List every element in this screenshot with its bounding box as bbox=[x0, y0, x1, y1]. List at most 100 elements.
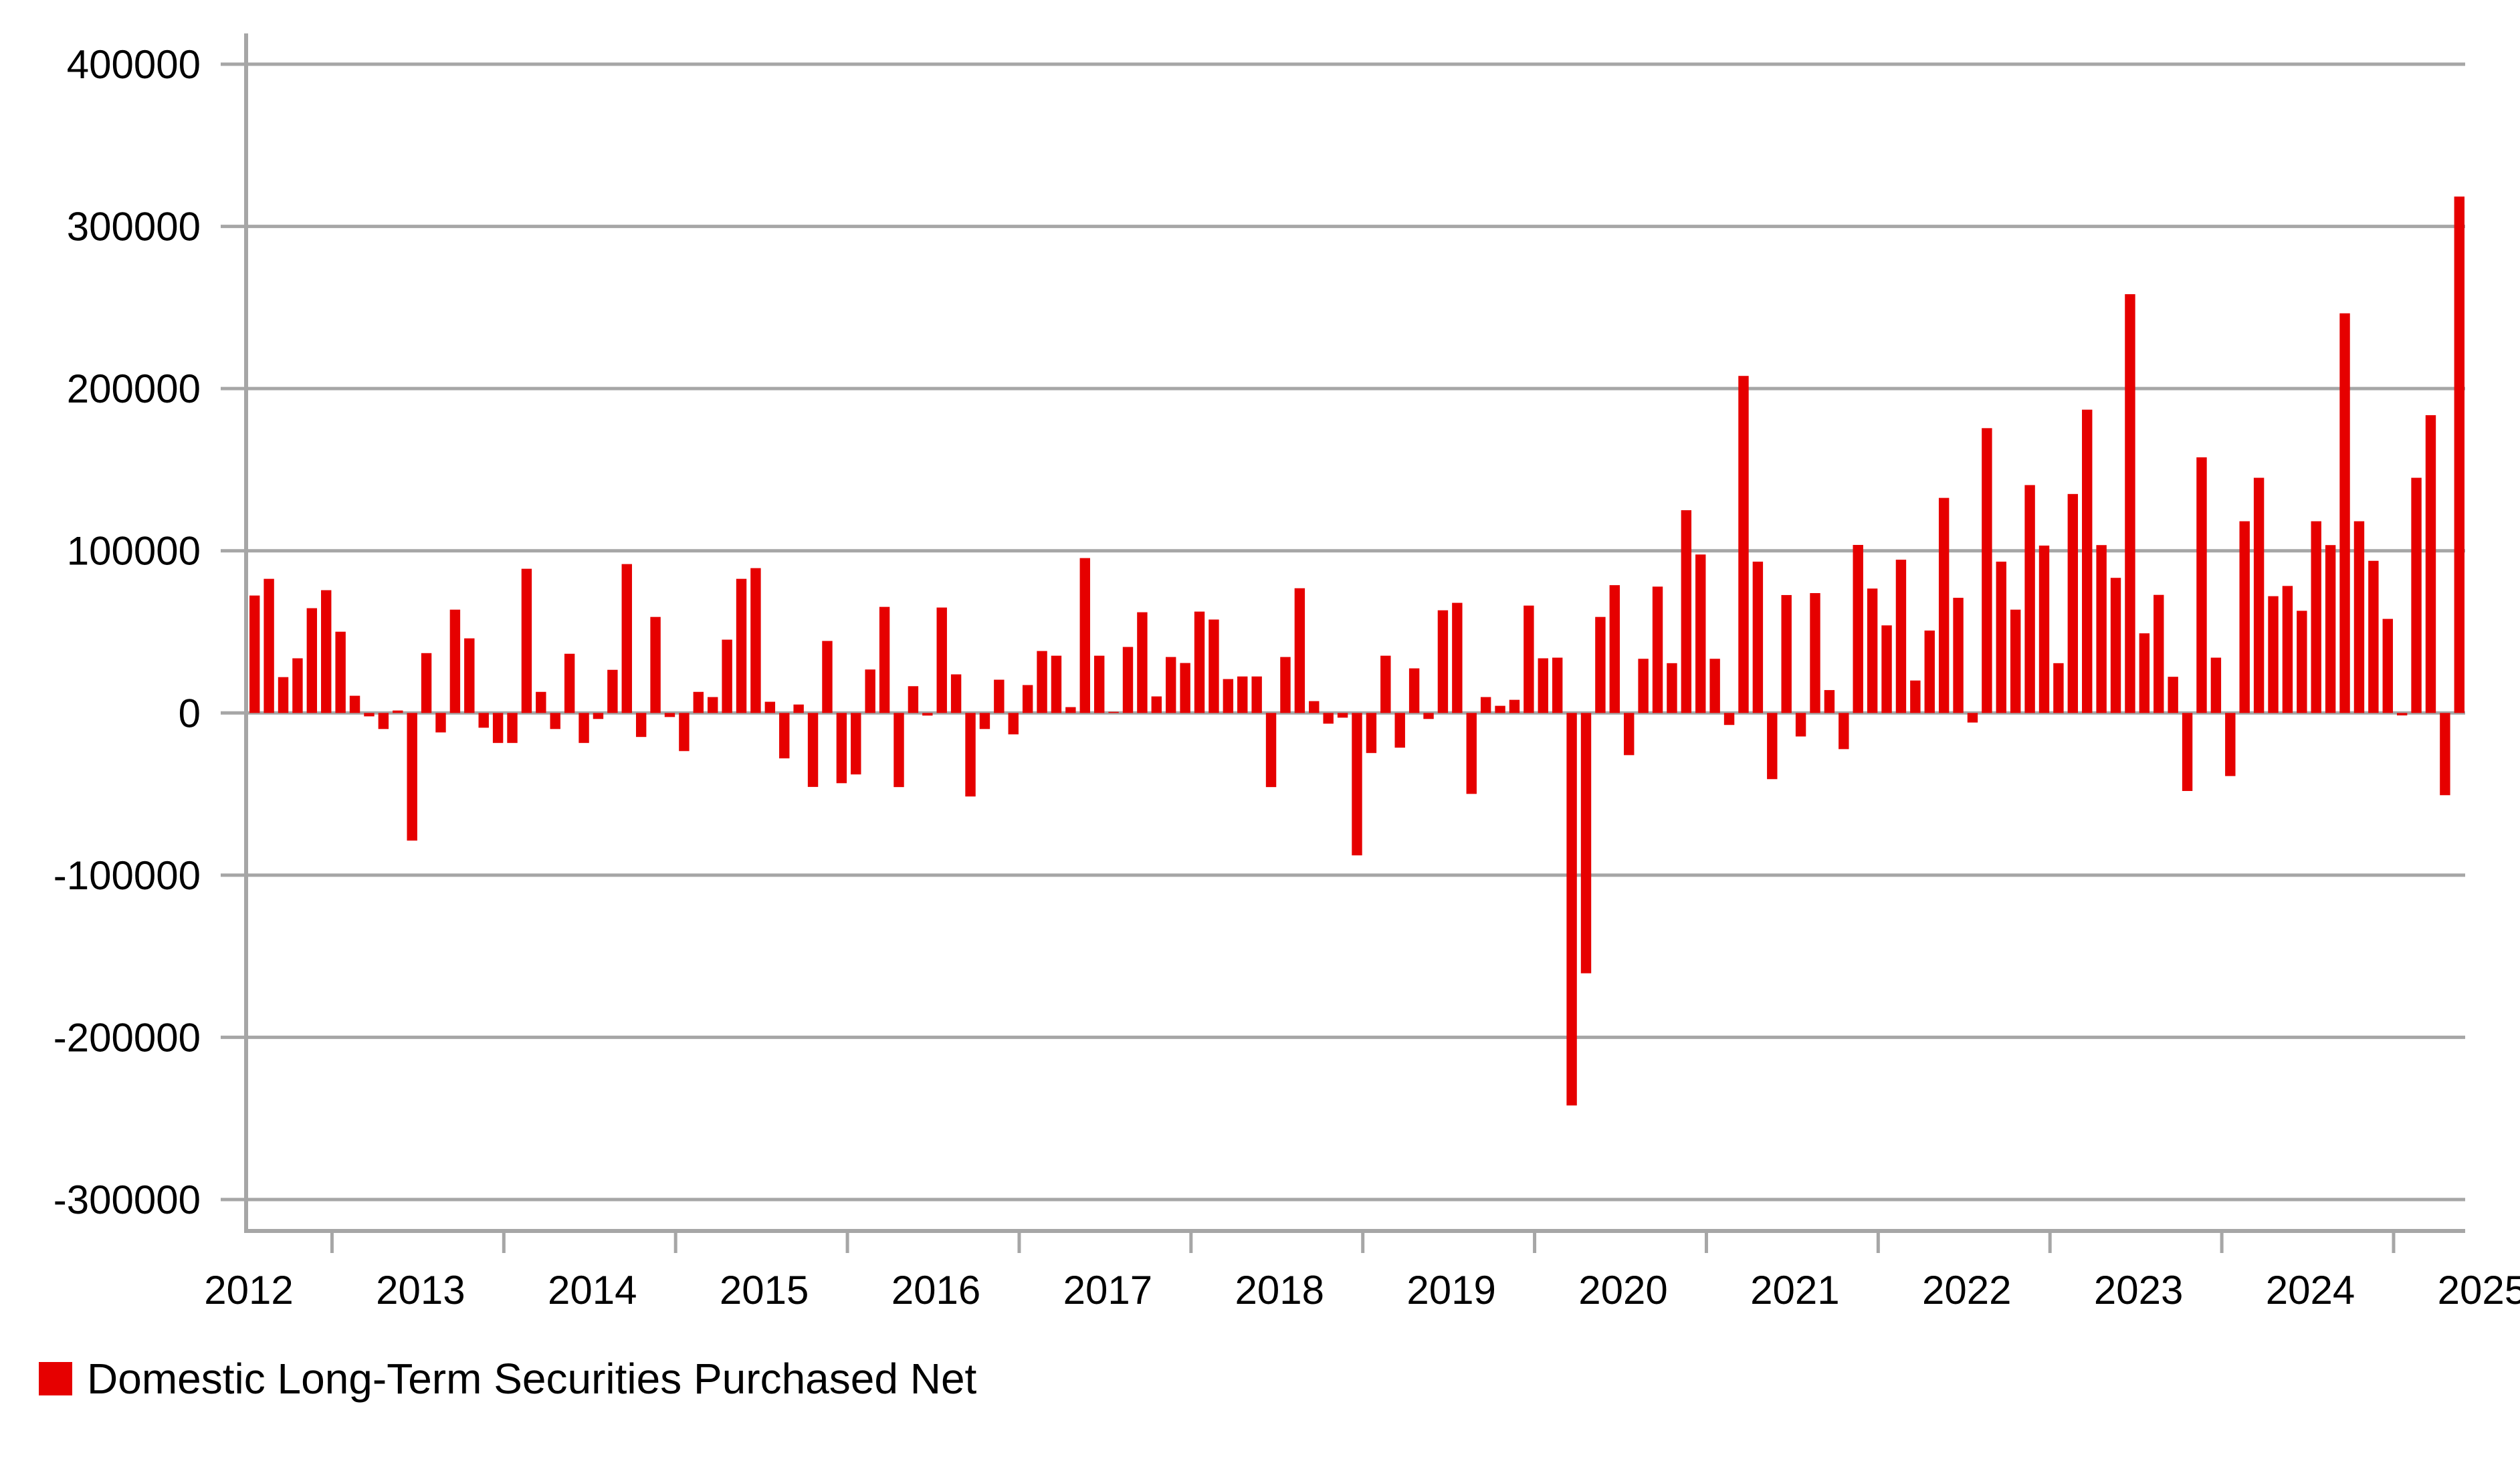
bar bbox=[607, 669, 618, 713]
bar bbox=[492, 713, 504, 744]
bar bbox=[1423, 713, 1434, 719]
x-tick-label: 2019 bbox=[1406, 1268, 1495, 1313]
bar bbox=[865, 669, 875, 713]
x-tick-label: 2012 bbox=[204, 1268, 293, 1313]
bar bbox=[1795, 713, 1806, 737]
bar bbox=[1781, 594, 1792, 713]
bar bbox=[994, 679, 1005, 713]
bar bbox=[1996, 561, 2006, 713]
bar bbox=[1122, 647, 1134, 713]
bar bbox=[393, 710, 403, 713]
bar bbox=[836, 713, 847, 784]
bar bbox=[2382, 618, 2393, 713]
bar bbox=[306, 608, 318, 713]
bar bbox=[1524, 605, 1534, 713]
bar bbox=[2268, 596, 2279, 713]
x-tick-label: 2014 bbox=[548, 1268, 637, 1313]
bar bbox=[1294, 588, 1305, 713]
bar bbox=[2311, 521, 2321, 713]
bar bbox=[2010, 609, 2021, 713]
bar bbox=[2139, 633, 2150, 713]
bar bbox=[1982, 428, 1992, 713]
bar bbox=[2368, 560, 2379, 713]
bar bbox=[364, 713, 375, 717]
x-tick-label: 2015 bbox=[720, 1268, 809, 1313]
y-tick-label: -100000 bbox=[54, 853, 201, 898]
bar bbox=[464, 638, 475, 713]
bar bbox=[1137, 612, 1148, 713]
bar bbox=[1437, 610, 1449, 713]
bar bbox=[550, 713, 560, 729]
bar bbox=[2325, 545, 2336, 713]
bar bbox=[264, 578, 274, 713]
x-tick-label: 2017 bbox=[1063, 1268, 1152, 1313]
y-tick-label: 400000 bbox=[67, 42, 201, 87]
bar bbox=[1108, 711, 1119, 713]
bar bbox=[1839, 713, 1849, 750]
y-tick-label: 0 bbox=[179, 691, 201, 735]
bar bbox=[1394, 713, 1405, 748]
bar bbox=[2182, 713, 2193, 791]
bar bbox=[764, 701, 776, 713]
x-tick-label: 2024 bbox=[2266, 1268, 2355, 1313]
bar bbox=[664, 713, 675, 717]
bar bbox=[2024, 485, 2035, 713]
bar bbox=[421, 653, 432, 713]
x-tick-label: 2023 bbox=[2094, 1268, 2183, 1313]
bar bbox=[2225, 713, 2236, 776]
bar bbox=[1695, 554, 1706, 713]
bar bbox=[1352, 713, 1362, 856]
bar bbox=[1924, 631, 1935, 713]
bar bbox=[1867, 588, 1878, 713]
x-tick-label: 2021 bbox=[1750, 1268, 1839, 1313]
bar bbox=[1495, 705, 1505, 713]
bar bbox=[579, 713, 589, 744]
gridlines bbox=[221, 62, 2465, 1202]
bar bbox=[851, 713, 861, 775]
bar bbox=[449, 609, 461, 713]
bar bbox=[1624, 713, 1635, 756]
bar bbox=[807, 713, 819, 787]
bar bbox=[292, 658, 303, 713]
bar bbox=[736, 578, 747, 713]
bar bbox=[679, 713, 690, 752]
bar bbox=[1008, 713, 1019, 735]
y-tick-label: 300000 bbox=[67, 205, 201, 249]
bar bbox=[793, 704, 804, 713]
bar bbox=[2038, 545, 2050, 713]
bar bbox=[1509, 699, 1520, 713]
bar bbox=[2125, 294, 2135, 713]
bar bbox=[750, 568, 761, 713]
bar bbox=[321, 590, 332, 713]
bar bbox=[1209, 619, 1219, 713]
bar bbox=[1480, 697, 1491, 713]
bar bbox=[1853, 544, 1863, 713]
bar bbox=[1638, 659, 1649, 713]
y-tick-label: 200000 bbox=[67, 366, 201, 411]
bar bbox=[507, 713, 518, 744]
bar bbox=[1552, 657, 1563, 713]
bar bbox=[2053, 663, 2064, 713]
bar bbox=[2096, 545, 2107, 713]
bar bbox=[1452, 602, 1463, 713]
bar bbox=[2154, 594, 2164, 713]
bar bbox=[950, 674, 962, 713]
bar bbox=[1967, 713, 1978, 723]
y-tick-label: -300000 bbox=[54, 1177, 201, 1222]
bar bbox=[1538, 658, 1548, 713]
bar bbox=[1022, 685, 1033, 713]
bar bbox=[1065, 707, 1076, 713]
bar bbox=[1938, 497, 1950, 713]
bar bbox=[2253, 477, 2265, 713]
bar bbox=[2067, 493, 2079, 713]
bar bbox=[922, 713, 933, 716]
bar bbox=[564, 653, 575, 713]
bar bbox=[1466, 713, 1477, 794]
bar bbox=[879, 606, 890, 713]
bar bbox=[1580, 713, 1592, 974]
bar bbox=[1366, 713, 1377, 754]
bar bbox=[1223, 679, 1234, 713]
bar bbox=[2196, 457, 2207, 713]
bar bbox=[1910, 680, 1921, 713]
